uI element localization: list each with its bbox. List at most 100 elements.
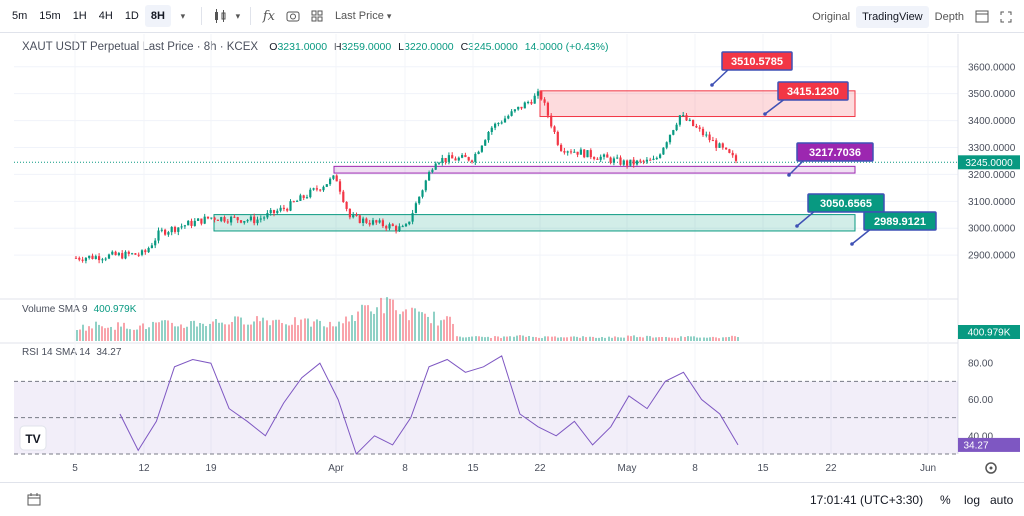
price-type-select[interactable]: Last Price ▾	[329, 5, 397, 27]
volume-legend: Volume SMA 9 400.979K	[22, 304, 136, 315]
chevron-down-icon[interactable]: ▾	[235, 10, 241, 21]
timeframe-15m[interactable]: 15m	[39, 10, 61, 22]
candle-body	[296, 200, 299, 202]
view-depth[interactable]: Depth	[934, 10, 964, 23]
clock-timezone[interactable]: 17:01:41 (UTC+3:30)	[810, 492, 924, 507]
y-tick-label: 3500.0000	[968, 89, 1016, 100]
zones	[213, 90, 856, 232]
view-tradingview[interactable]: TradingView	[856, 5, 929, 28]
volume-bar	[370, 311, 372, 341]
volume-bar	[294, 317, 296, 341]
volume-bar	[437, 325, 439, 341]
callout-pointer	[711, 67, 731, 86]
volume-bar	[513, 336, 515, 341]
candle-body	[434, 163, 437, 170]
volume-bar	[262, 317, 264, 341]
candle-body	[401, 226, 404, 228]
settings-icon[interactable]	[970, 6, 994, 28]
volume-label: Volume SMA 9	[22, 304, 88, 315]
view-original[interactable]: Original	[812, 10, 851, 23]
auto-toggle[interactable]: auto	[990, 492, 1014, 507]
volume-bar	[516, 335, 518, 341]
candle-body	[302, 195, 305, 198]
volume-bar	[490, 337, 492, 341]
volume-bar	[215, 319, 217, 341]
high-value: 3259.0000	[341, 41, 392, 53]
fullscreen-icon[interactable]	[994, 6, 1018, 28]
candle-body	[652, 158, 655, 160]
candle-body	[104, 258, 107, 260]
volume-bar	[693, 336, 695, 341]
last-price-tag	[958, 155, 1020, 170]
timeframe-4h[interactable]: 4H	[98, 10, 113, 22]
volume-bar	[633, 335, 635, 341]
price-axis[interactable]: 3600.0000 3500.0000 3400.0000 3300.0000 3200…	[968, 62, 1016, 442]
candle-body	[253, 216, 256, 224]
candle-body	[157, 230, 160, 241]
candle-body	[490, 127, 493, 132]
calendar-icon[interactable]	[27, 492, 43, 508]
candle-body	[322, 186, 325, 191]
timeframe-8h[interactable]: 8H	[144, 5, 171, 27]
volume-bar	[456, 336, 458, 341]
timeframe-1h[interactable]: 1H	[72, 10, 87, 22]
volume-bar	[579, 337, 581, 341]
volume-bar	[478, 336, 480, 341]
candle-body	[725, 147, 728, 150]
candle-body	[457, 157, 460, 161]
candle-body	[309, 189, 312, 198]
candle-body	[494, 123, 497, 128]
volume-bar	[354, 321, 356, 341]
volume-bar	[551, 336, 553, 341]
timeframe-5m[interactable]: 5m	[12, 10, 28, 22]
x-tick-label: 22	[534, 463, 546, 474]
time-axis[interactable]: 5 12 19 Apr 8 15 22 May 8 15 22 Jun	[72, 463, 936, 474]
log-toggle[interactable]: log	[964, 492, 981, 507]
volume-bar	[623, 337, 625, 341]
candle-body	[543, 99, 546, 103]
callout-label-s1: 3050.6565	[820, 198, 872, 210]
volume-bar	[440, 320, 442, 341]
candle-body	[117, 253, 120, 256]
candle-body	[352, 215, 355, 218]
candle-body	[573, 151, 576, 153]
candle-body	[566, 151, 569, 153]
candle-body	[263, 217, 266, 219]
volume-bar	[592, 336, 594, 341]
volume-bars	[76, 297, 739, 341]
candle-body	[609, 157, 612, 163]
price-chart[interactable]: 3510.5785 3415.1230 3217.7036 3050.65652989…	[0, 34, 1024, 482]
volume-bar	[614, 336, 616, 341]
candle-type-icon[interactable]	[208, 5, 232, 27]
candle-body	[144, 250, 147, 253]
indicators-icon[interactable]: fx	[262, 8, 276, 24]
volume-bar	[174, 326, 176, 341]
volume-bar	[307, 318, 309, 341]
candle-body	[335, 175, 338, 182]
candle-body	[200, 218, 203, 224]
camera-icon[interactable]	[281, 5, 305, 27]
layout-grid-icon[interactable]	[305, 5, 329, 27]
candle-body	[385, 226, 388, 229]
tv-logo-text: TV	[25, 432, 40, 446]
volume-bar	[357, 311, 359, 341]
volume-bar	[316, 319, 318, 341]
volume-bar	[158, 322, 160, 341]
callout-box-r1	[721, 51, 793, 71]
candle-body	[596, 158, 599, 160]
chart-settings-icon[interactable]	[985, 462, 997, 474]
volume-bar	[237, 316, 239, 341]
candle-body	[170, 226, 173, 233]
callout-label-s2: 2989.9121	[874, 216, 926, 228]
volume-bar	[240, 317, 242, 341]
volume-bar	[576, 336, 578, 341]
timeframe-1d[interactable]: 1D	[124, 10, 139, 22]
volume-bar	[668, 337, 670, 341]
callout-box-pivot	[796, 142, 874, 162]
chevron-down-icon[interactable]: ▾	[180, 10, 186, 21]
candle-body	[371, 220, 375, 225]
percent-toggle[interactable]: %	[940, 492, 951, 507]
callout-anchor	[795, 224, 799, 228]
candle-body	[81, 259, 84, 261]
